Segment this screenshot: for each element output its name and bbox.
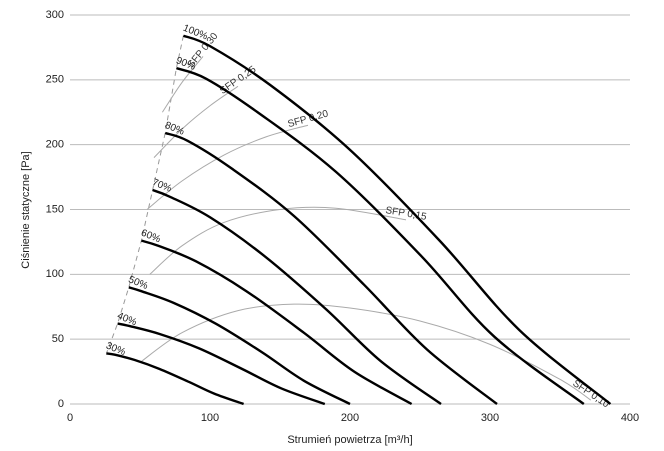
fan-curve — [128, 286, 351, 406]
fan-curve — [164, 131, 498, 405]
y-tick-label: 250 — [46, 74, 64, 86]
y-axis-title: Ciśnienie statyczne [Pa] — [20, 151, 32, 268]
x-tick-label: 400 — [621, 412, 639, 424]
y-tick-label: 150 — [46, 203, 64, 215]
y-tick-label: 50 — [52, 333, 64, 345]
fan-curve — [176, 67, 585, 405]
sfp-curve — [139, 303, 592, 401]
fan-curve — [141, 239, 413, 406]
y-tick-label: 0 — [58, 398, 64, 410]
sfp-curve — [161, 56, 204, 113]
sfp-curve — [149, 206, 407, 275]
sfp-label: SFP 0,10 — [570, 378, 611, 411]
fan-curve — [152, 188, 442, 405]
fan-curve — [106, 352, 244, 406]
x-axis-title: Strumień powietrza [m³/h] — [287, 434, 412, 446]
y-tick-label: 300 — [46, 9, 64, 21]
sfp-curve — [146, 124, 309, 210]
x-tick-label: 300 — [481, 412, 499, 424]
y-tick-label: 200 — [46, 139, 64, 151]
start-envelope — [105, 35, 184, 354]
x-tick-label: 200 — [341, 412, 359, 424]
sfp-curve — [153, 85, 239, 158]
y-tick-label: 100 — [46, 268, 64, 280]
fan-curve — [182, 34, 612, 405]
x-tick-label: 100 — [201, 412, 219, 424]
x-tick-label: 0 — [67, 412, 73, 424]
fan-curve — [117, 322, 326, 406]
